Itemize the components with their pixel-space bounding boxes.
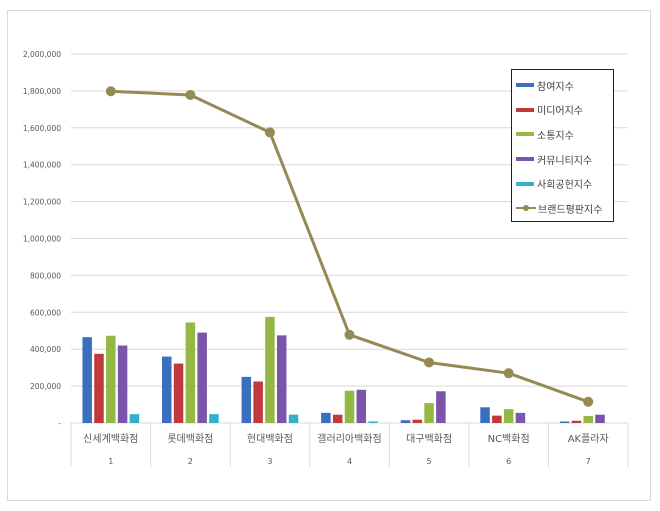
bar — [265, 316, 275, 423]
legend-item-communication: 소통지수 — [516, 122, 613, 147]
bar — [162, 356, 172, 423]
legend-item-brand-reputation: 브랜드평판지수 — [516, 196, 613, 221]
y-tick-label: 200,000 — [30, 382, 61, 391]
bar — [241, 376, 252, 423]
bar — [129, 414, 140, 423]
legend-item-participation: 참여지수 — [516, 73, 613, 98]
legend-item-media: 미디어지수 — [516, 98, 613, 123]
legend-swatch-participation — [516, 83, 534, 88]
x-category-number: 3 — [267, 457, 272, 466]
bar — [400, 420, 411, 423]
legend-label: 소통지수 — [537, 130, 574, 142]
x-category-label: 신세계백화점 — [83, 433, 138, 445]
x-category-label: 갤러리아백화점 — [317, 433, 381, 445]
bar — [436, 391, 446, 423]
y-tick-label: 1,800,000 — [23, 87, 61, 96]
x-category-label: 현대백화점 — [247, 433, 293, 445]
bar — [197, 332, 207, 423]
chart-legend: 참여지수 미디어지수 소통지수 커뮤니티지수 사회공헌지수 브랜드평판지수 — [511, 69, 614, 222]
legend-label: 참여지수 — [537, 81, 574, 93]
x-category-label: AK플라자 — [568, 433, 609, 445]
bar — [559, 421, 570, 423]
y-tick-label: 1,200,000 — [23, 198, 61, 207]
legend-swatch-social-contribution — [516, 181, 534, 186]
bar — [515, 412, 526, 423]
y-tick-label: 1,000,000 — [23, 235, 61, 244]
y-tick-label: 800,000 — [30, 271, 61, 280]
y-tick-label: - — [58, 419, 61, 428]
legend-label: 브랜드평판지수 — [538, 204, 603, 216]
y-tick-label: 400,000 — [30, 345, 61, 354]
y-tick-label: 1,600,000 — [23, 124, 61, 133]
x-category-label: 대구백화점 — [406, 433, 452, 445]
line-marker — [185, 89, 196, 100]
bar — [276, 335, 287, 423]
bar — [571, 420, 582, 423]
line-marker — [503, 368, 514, 379]
legend-swatch-communication — [516, 132, 534, 137]
bar — [583, 415, 593, 423]
line-marker — [344, 329, 355, 340]
x-category-label: NC백화점 — [488, 433, 530, 445]
bar — [94, 353, 104, 423]
bar — [424, 403, 434, 423]
bar — [209, 414, 219, 423]
bar — [253, 381, 263, 423]
bar — [185, 322, 196, 423]
bar — [344, 390, 355, 423]
bar — [595, 414, 605, 423]
legend-label: 사회공헌지수 — [537, 180, 593, 192]
bar — [368, 421, 378, 423]
bar — [412, 419, 423, 423]
legend-swatch-community — [516, 157, 534, 162]
line-marker — [264, 127, 275, 138]
bar — [117, 345, 128, 423]
legend-label: 커뮤니티지수 — [537, 155, 593, 167]
bar — [492, 415, 502, 423]
legend-item-community: 커뮤니티지수 — [516, 147, 613, 172]
line-marker — [105, 86, 116, 97]
bar — [356, 389, 367, 423]
bar — [480, 407, 490, 423]
legend-swatch-media — [516, 107, 534, 112]
x-category-label: 롯데백화점 — [167, 433, 213, 445]
legend-item-social-contribution: 사회공헌지수 — [516, 171, 613, 196]
bar — [503, 409, 514, 423]
y-tick-label: 2,000,000 — [23, 50, 61, 59]
bar — [106, 335, 116, 423]
bar — [332, 414, 343, 423]
bar — [82, 337, 92, 423]
legend-line-marker-icon — [516, 203, 536, 213]
line-marker — [424, 357, 435, 368]
y-tick-label: 1,400,000 — [23, 161, 61, 170]
x-category-number: 5 — [427, 457, 432, 466]
line-marker — [583, 396, 594, 407]
bar — [288, 414, 299, 423]
x-category-number: 2 — [188, 457, 193, 466]
bar — [173, 363, 184, 423]
x-category-number: 7 — [586, 457, 591, 466]
x-category-number: 6 — [506, 457, 511, 466]
bar — [321, 412, 331, 423]
y-tick-label: 600,000 — [30, 308, 61, 317]
x-category-number: 4 — [347, 457, 352, 466]
legend-label: 미디어지수 — [537, 106, 583, 118]
x-category-number: 1 — [108, 457, 113, 466]
